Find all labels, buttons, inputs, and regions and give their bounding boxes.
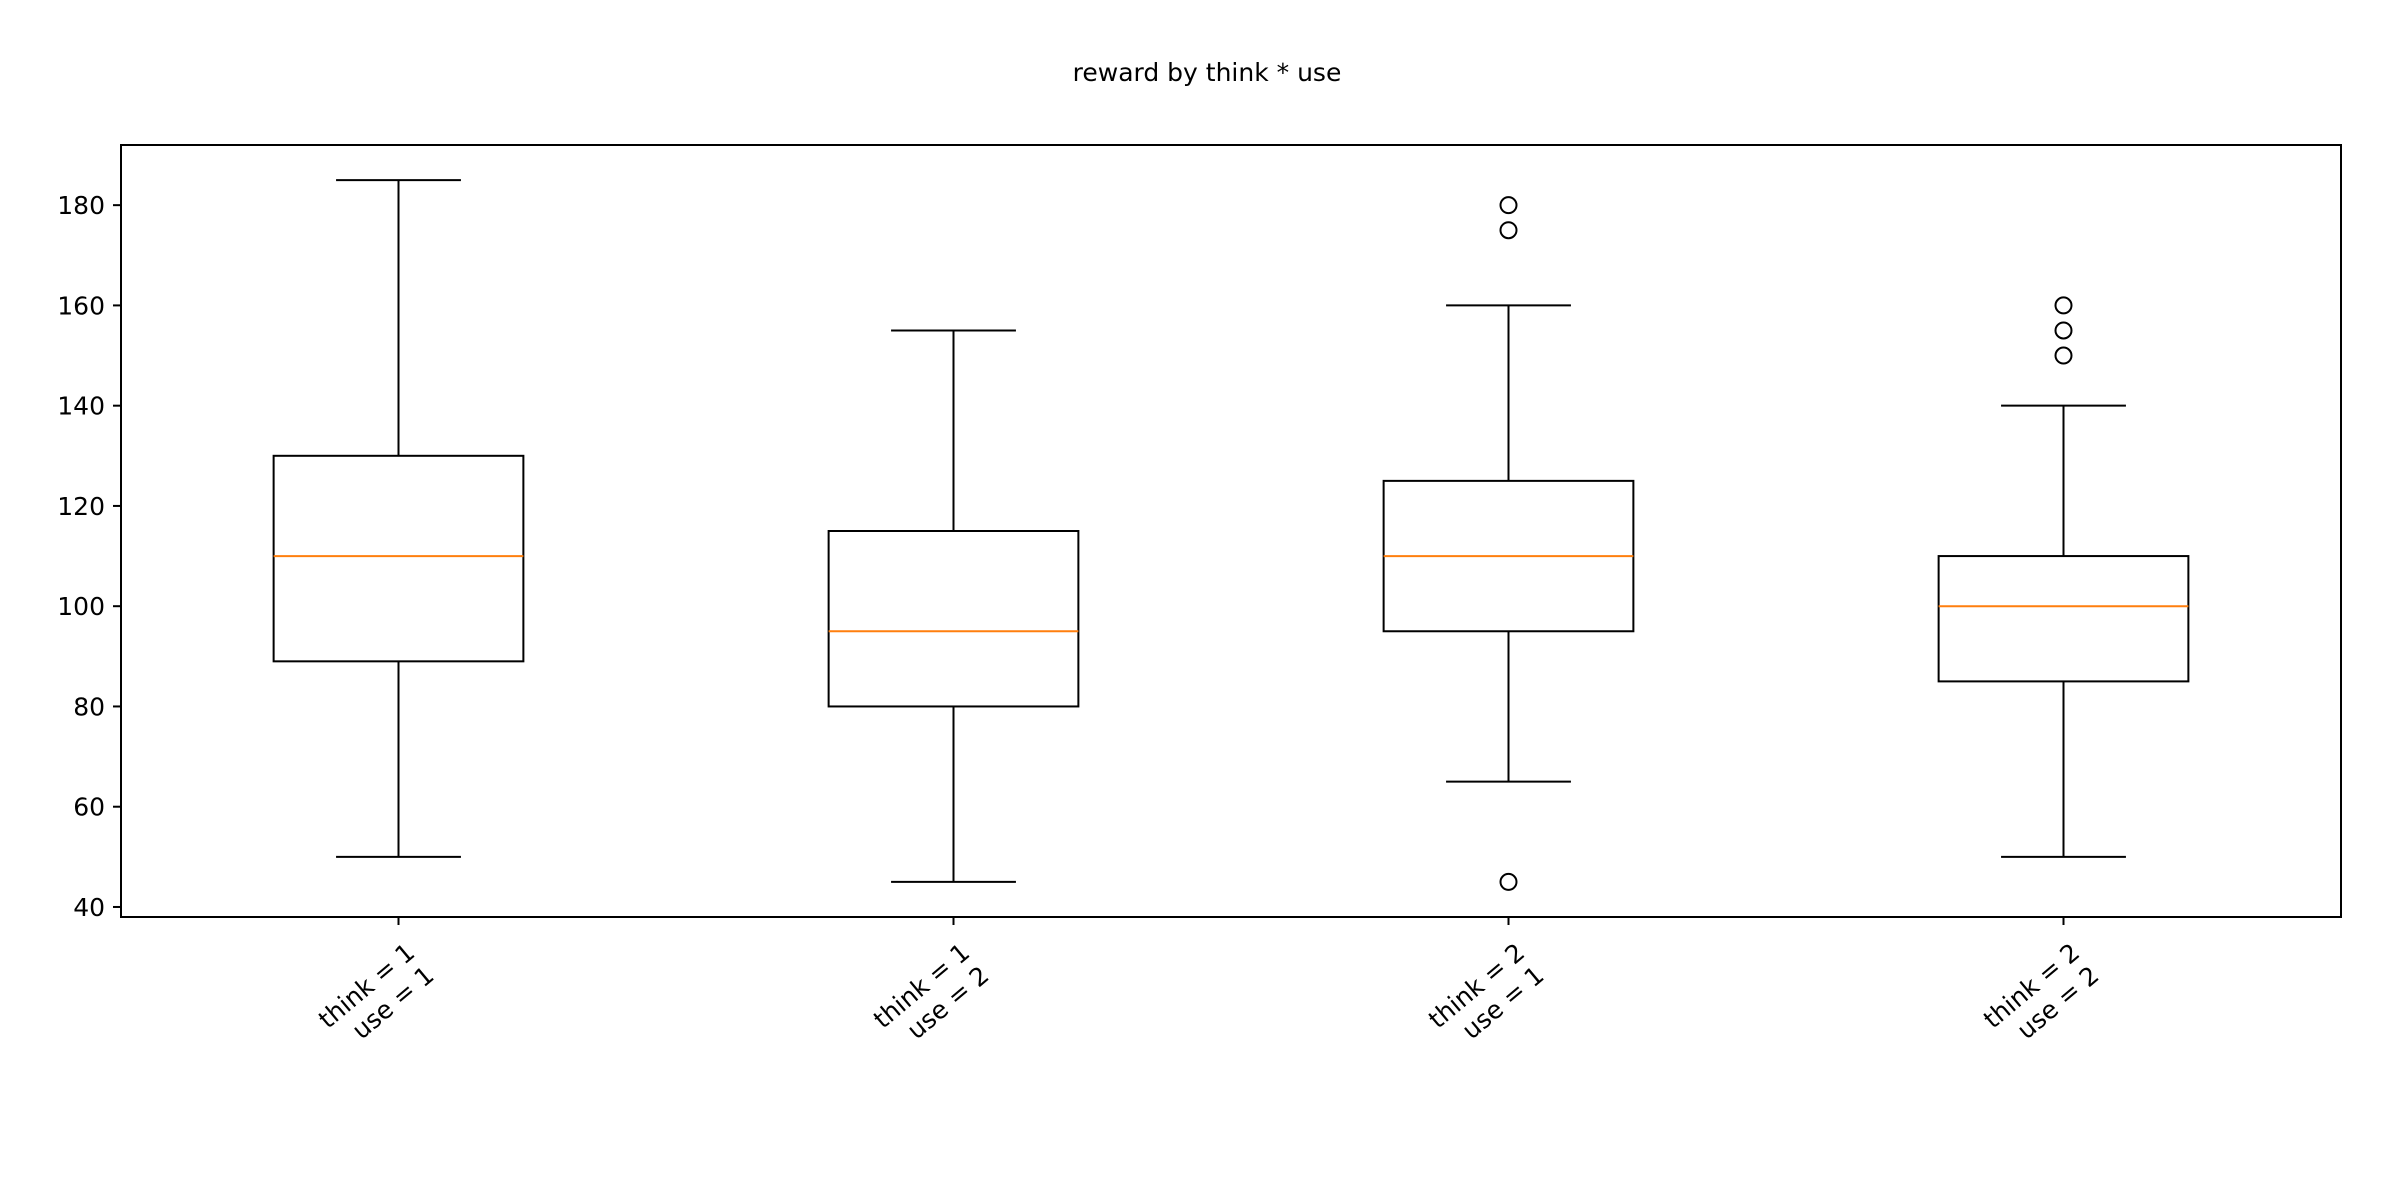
boxes-group — [272, 179, 2190, 891]
y-tick-label: 100 — [57, 592, 105, 621]
y-axis: 40 60 80 100 120 140 160 180 — [57, 191, 121, 922]
y-tick-label: 140 — [57, 392, 105, 421]
outlier-point — [2054, 296, 2073, 315]
outlier-point — [1499, 872, 1518, 891]
box-plot-4 — [1937, 296, 2190, 858]
axes-frame — [120, 144, 2342, 918]
y-tick-label: 80 — [73, 692, 105, 721]
chart-title: reward by think * use — [1073, 58, 1342, 87]
y-tick-label: 40 — [73, 893, 105, 922]
outlier-point — [2054, 321, 2073, 340]
outlier-point — [2054, 346, 2073, 365]
y-tick-label: 160 — [57, 291, 105, 320]
box-plot-1 — [272, 179, 525, 858]
y-tick-label: 120 — [57, 492, 105, 521]
iqr-box — [1937, 555, 2190, 683]
outlier-point — [1499, 196, 1518, 215]
box-plot-3 — [1382, 196, 1635, 891]
outlier-point — [1499, 221, 1518, 240]
iqr-box — [827, 530, 1080, 708]
y-tick-label: 180 — [57, 191, 105, 220]
iqr-box — [272, 454, 525, 663]
y-tick-label: 60 — [73, 793, 105, 822]
box-plot-2 — [827, 329, 1080, 883]
